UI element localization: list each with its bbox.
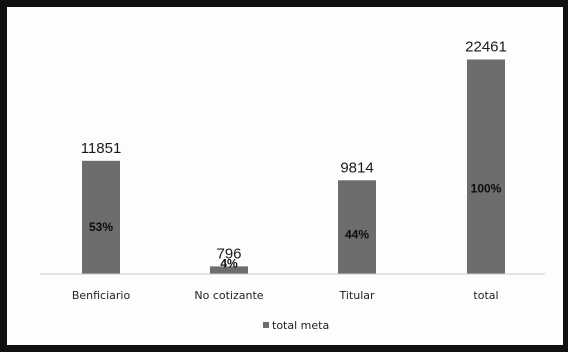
bar-benficiario <box>82 160 120 274</box>
bar-titular <box>338 180 376 274</box>
percent-label: 53% <box>89 220 113 234</box>
percent-label: 4% <box>220 256 238 270</box>
legend: total meta <box>263 319 329 332</box>
percent-label: 100% <box>471 181 502 195</box>
value-label: 796 <box>216 245 241 262</box>
legend-swatch <box>263 322 269 328</box>
value-label: 11851 <box>81 140 122 157</box>
category-label: Titular <box>338 289 375 302</box>
bar-total <box>467 59 505 274</box>
bar-no-cotizante <box>210 266 248 274</box>
value-label: 22461 <box>465 38 507 55</box>
category-label: total <box>473 289 498 302</box>
category-label: No cotizante <box>194 289 263 302</box>
category-label: Benficiario <box>72 289 131 302</box>
legend-label: total meta <box>272 319 329 332</box>
value-label: 9814 <box>340 159 373 176</box>
percent-label: 44% <box>345 227 369 241</box>
bars-group <box>82 59 505 274</box>
